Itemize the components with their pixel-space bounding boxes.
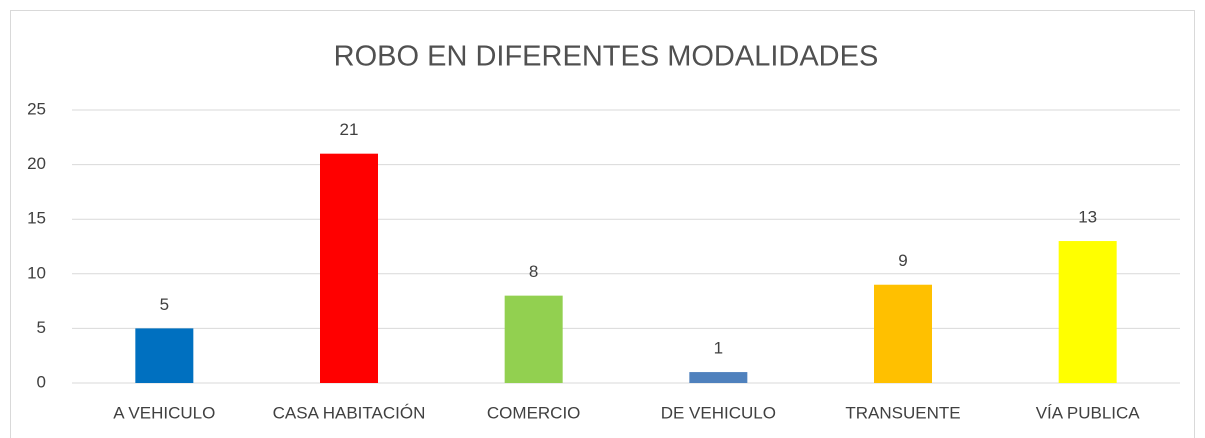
- bar: [689, 372, 748, 383]
- x-tick-label: DE VEHICULO: [661, 403, 776, 422]
- bar: [504, 295, 563, 383]
- y-tick-label: 0: [37, 372, 46, 391]
- bar: [135, 328, 194, 383]
- data-label: 13: [1078, 208, 1097, 227]
- y-tick-label: 10: [27, 263, 46, 282]
- bar: [1058, 241, 1117, 383]
- data-label: 1: [714, 339, 723, 358]
- x-tick-label: CASA HABITACIÓN: [273, 403, 426, 422]
- x-tick-label: COMERCIO: [487, 403, 581, 422]
- x-tick-label: A VEHICULO: [113, 403, 215, 422]
- y-tick-label: 25: [27, 99, 46, 118]
- y-tick-label: 15: [27, 209, 46, 228]
- y-tick-label: 20: [27, 154, 46, 173]
- x-tick-label: VÍA PUBLICA: [1036, 403, 1141, 422]
- x-tick-label: TRANSUENTE: [845, 403, 960, 422]
- y-tick-label: 5: [37, 318, 46, 337]
- bar: [320, 153, 378, 383]
- data-label: 21: [340, 120, 359, 139]
- bar: [874, 284, 932, 383]
- data-label: 8: [529, 262, 538, 281]
- data-label: 5: [160, 295, 169, 314]
- data-label: 9: [898, 251, 907, 270]
- chart-title: ROBO EN DIFERENTES MODALIDADES: [334, 41, 879, 73]
- chart-frame: [10, 10, 1195, 438]
